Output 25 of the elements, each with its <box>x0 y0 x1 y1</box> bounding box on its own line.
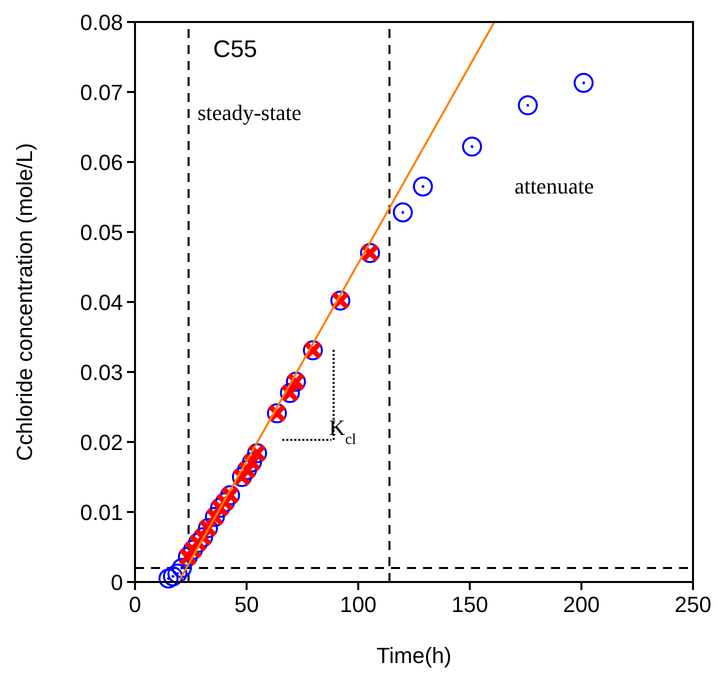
y-tick-label: 0.07 <box>80 80 123 105</box>
y-tick-label: 0.01 <box>80 500 123 525</box>
point <box>574 72 594 93</box>
y-tick-label: 0.05 <box>80 220 123 245</box>
annotation: attenuate <box>514 174 594 198</box>
y-tick-label: 0.02 <box>80 430 123 455</box>
x-tick-label: 100 <box>340 592 377 617</box>
x-tick-label: 250 <box>674 592 712 617</box>
point <box>518 95 538 116</box>
annotation: C55 <box>213 36 258 63</box>
annotation: steady-state <box>197 100 302 125</box>
x-tick-label: 150 <box>451 592 488 617</box>
y-tick-label: 0.03 <box>80 360 123 385</box>
y-axis-title: Cchloride concentration (mole/L) <box>12 143 37 461</box>
y-tick-label: 0.08 <box>80 10 123 35</box>
x-axis-title: Time(h) <box>376 643 452 668</box>
point <box>412 176 433 196</box>
point <box>462 136 482 157</box>
x-tick-label: 200 <box>563 592 600 617</box>
y-tick-label: 0 <box>110 570 123 595</box>
y-tick-label: 0.04 <box>80 290 123 315</box>
point <box>392 202 413 222</box>
y-tick-label: 0.06 <box>80 150 123 175</box>
x-tick-label: 50 <box>234 592 259 617</box>
x-tick-label: 0 <box>128 592 142 617</box>
